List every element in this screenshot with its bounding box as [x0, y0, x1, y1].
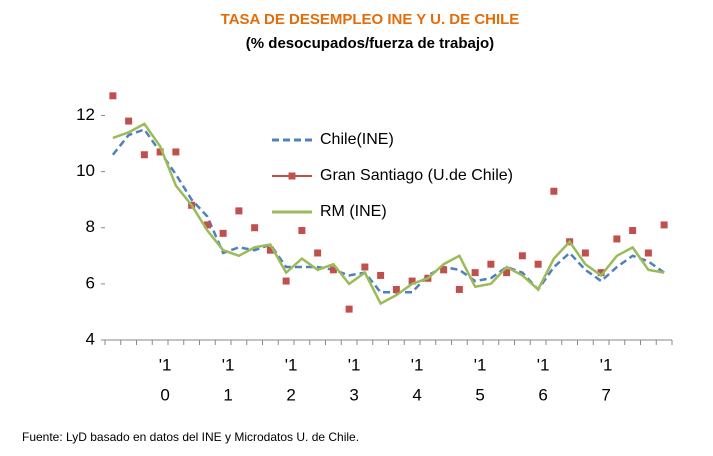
x-tick-label: '1: [285, 355, 298, 374]
data-point: [660, 221, 668, 229]
legend-label: Chile(INE): [320, 131, 394, 148]
data-point: [345, 305, 353, 313]
x-tick-label: '1: [159, 355, 172, 374]
data-point: [314, 249, 322, 257]
data-point: [644, 249, 652, 257]
y-tick-label: 8: [86, 217, 95, 236]
x-tick-label: 3: [349, 385, 358, 404]
data-point: [125, 117, 133, 125]
x-tick-label: 4: [412, 385, 421, 404]
x-tick-label: '1: [537, 355, 550, 374]
x-tick-label: 7: [601, 385, 610, 404]
chart-subtitle: (% desocupados/fuerza de trabajo): [246, 35, 494, 52]
data-point: [581, 249, 589, 257]
data-point: [298, 227, 306, 235]
series-line: [111, 127, 665, 294]
data-point: [361, 263, 369, 271]
data-point: [266, 246, 274, 254]
y-tick-label: 4: [86, 329, 95, 348]
source-note: Fuente: LyD basado en datos del INE y Mi…: [22, 430, 359, 444]
x-tick-label: '1: [348, 355, 361, 374]
y-tick-label: 12: [76, 105, 95, 124]
data-point: [455, 285, 463, 293]
legend-swatch: [288, 172, 296, 180]
data-point: [140, 151, 148, 159]
chart-title: TASA DE DESEMPLEO INE Y U. DE CHILE: [221, 11, 520, 28]
data-point: [440, 266, 448, 274]
x-tick-label: '1: [474, 355, 487, 374]
data-point: [203, 221, 211, 229]
data-point: [629, 227, 637, 235]
data-point: [219, 229, 227, 237]
data-point: [392, 285, 400, 293]
y-tick-label: 6: [86, 273, 95, 292]
data-point: [156, 148, 164, 156]
series-line: [112, 122, 665, 306]
data-point: [235, 207, 243, 215]
data-point: [534, 260, 542, 268]
x-tick-label: 1: [223, 385, 232, 404]
y-tick-label: 10: [76, 161, 95, 180]
data-point: [613, 235, 621, 243]
data-point: [251, 224, 259, 232]
data-point: [377, 271, 385, 279]
x-tick-label: 6: [538, 385, 547, 404]
legend-label: RM (INE): [320, 203, 387, 220]
data-point: [109, 92, 117, 100]
x-tick-label: 2: [286, 385, 295, 404]
legend-label: Gran Santiago (U.de Chile): [320, 167, 513, 184]
data-point: [503, 269, 511, 277]
x-tick-label: '1: [600, 355, 613, 374]
data-point: [408, 277, 416, 285]
x-tick-label: '1: [411, 355, 424, 374]
data-point: [172, 148, 180, 156]
x-tick-label: 0: [160, 385, 169, 404]
data-point: [471, 269, 479, 277]
data-point: [282, 277, 290, 285]
data-point: [329, 266, 337, 274]
data-point: [487, 260, 495, 268]
data-point: [518, 252, 526, 260]
x-tick-label: '1: [222, 355, 235, 374]
data-point: [550, 187, 558, 195]
x-tick-label: 5: [475, 385, 484, 404]
data-point: [597, 269, 605, 277]
